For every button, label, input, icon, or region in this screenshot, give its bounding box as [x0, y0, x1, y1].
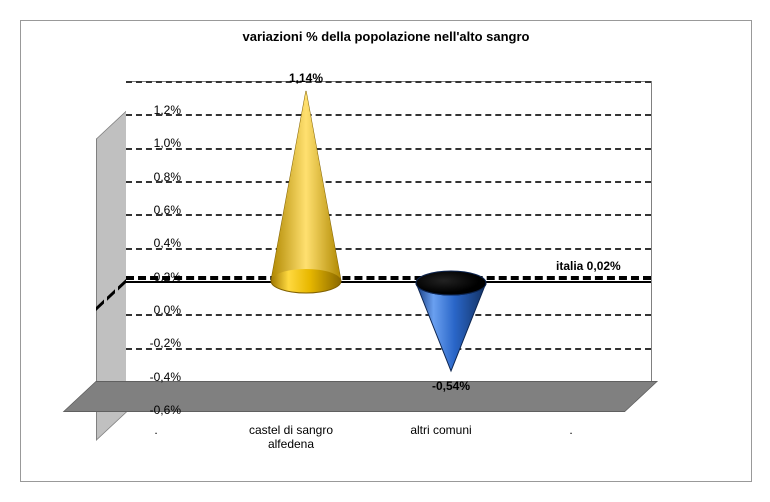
ytick: -0,2%	[101, 336, 181, 350]
ytick: 0,2%	[101, 270, 181, 284]
reference-label: italia 0,02%	[556, 259, 621, 273]
gridline	[126, 81, 651, 83]
xtick: castel di sangro alfedena	[221, 423, 361, 451]
zero-line	[126, 281, 651, 283]
wall-back	[126, 81, 652, 382]
ytick: 1,2%	[101, 103, 181, 117]
data-label-1: 1,14%	[276, 71, 336, 85]
ytick: 0,4%	[101, 236, 181, 250]
cone-1	[251, 91, 361, 301]
ytick: -0,6%	[101, 403, 181, 417]
xtick: .	[126, 423, 186, 437]
gridline	[126, 181, 651, 183]
ytick: -0,4%	[101, 370, 181, 384]
reference-line	[126, 276, 651, 280]
ytick: 1,0%	[101, 136, 181, 150]
xtick: altri comuni	[381, 423, 501, 437]
gridline	[126, 248, 651, 250]
ytick: 0,0%	[101, 303, 181, 317]
gridline	[126, 348, 651, 350]
gridline	[126, 314, 651, 316]
gridline	[126, 114, 651, 116]
ytick: 0,6%	[101, 203, 181, 217]
chart-container: variazioni % della popolazione nell'alto…	[20, 20, 752, 482]
chart-title: variazioni % della popolazione nell'alto…	[21, 29, 751, 44]
data-label-2: -0,54%	[416, 379, 486, 393]
gridline	[126, 214, 651, 216]
ytick: 0,8%	[101, 170, 181, 184]
cone-2	[396, 271, 506, 381]
xtick: .	[541, 423, 601, 437]
gridline	[126, 148, 651, 150]
